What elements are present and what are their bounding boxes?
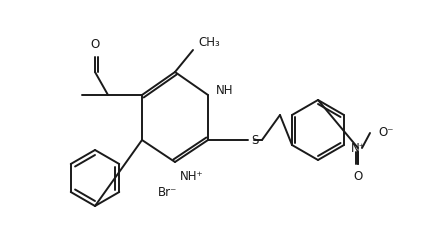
- Text: O: O: [91, 38, 100, 51]
- Text: O⁻: O⁻: [378, 126, 393, 139]
- Text: NH: NH: [216, 84, 233, 97]
- Text: N⁺: N⁺: [350, 142, 366, 155]
- Text: CH₃: CH₃: [198, 37, 220, 50]
- Text: S: S: [251, 134, 258, 147]
- Text: O: O: [353, 170, 363, 183]
- Text: NH⁺: NH⁺: [180, 170, 204, 183]
- Text: Br⁻: Br⁻: [158, 185, 178, 198]
